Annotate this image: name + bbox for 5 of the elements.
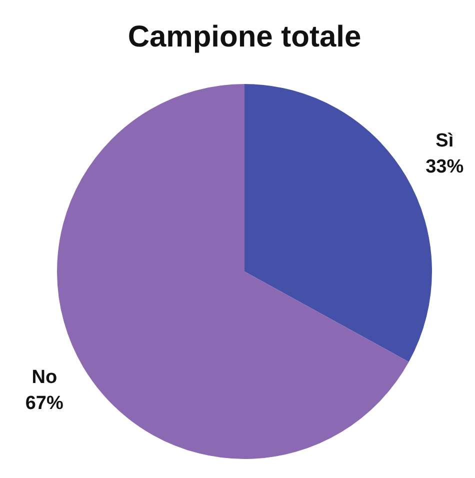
chart-title: Campione totale (128, 20, 362, 54)
slice-label: Sì (436, 130, 454, 152)
data-label: 33% (426, 156, 464, 178)
slice-label: No (32, 367, 58, 388)
data-label: 67% (25, 393, 64, 414)
